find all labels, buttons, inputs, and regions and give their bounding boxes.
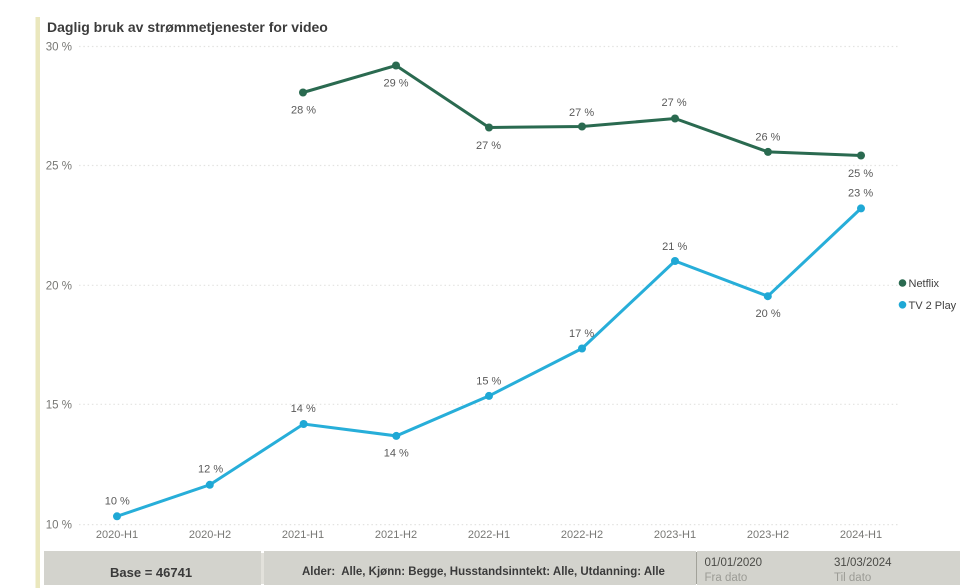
svg-text:28 %: 28 %	[291, 105, 316, 117]
svg-text:15 %: 15 %	[476, 375, 501, 387]
svg-text:23 %: 23 %	[848, 188, 873, 200]
svg-text:12 %: 12 %	[198, 464, 223, 476]
svg-text:25 %: 25 %	[46, 161, 72, 173]
svg-text:2020-H2: 2020-H2	[189, 529, 231, 541]
svg-text:10 %: 10 %	[46, 520, 72, 532]
svg-text:2024-H1: 2024-H1	[840, 529, 882, 541]
svg-text:2022-H1: 2022-H1	[468, 529, 510, 541]
svg-text:2023-H1: 2023-H1	[654, 529, 696, 541]
svg-text:14 %: 14 %	[291, 403, 316, 415]
svg-text:29 %: 29 %	[383, 77, 408, 89]
svg-text:2021-H2: 2021-H2	[375, 529, 417, 541]
svg-text:17 %: 17 %	[569, 328, 594, 340]
svg-text:30 %: 30 %	[46, 42, 72, 54]
svg-text:26 %: 26 %	[755, 131, 780, 143]
svg-text:10 %: 10 %	[105, 496, 130, 508]
svg-text:25 %: 25 %	[848, 168, 873, 180]
svg-text:2022-H2: 2022-H2	[561, 529, 603, 541]
svg-text:27 %: 27 %	[662, 97, 687, 109]
svg-text:14 %: 14 %	[384, 447, 409, 459]
svg-text:2023-H2: 2023-H2	[747, 529, 789, 541]
svg-text:20 %: 20 %	[46, 280, 72, 292]
svg-text:Netflix: Netflix	[909, 278, 940, 290]
svg-text:TV 2 Play: TV 2 Play	[909, 300, 957, 312]
svg-text:2020-H1: 2020-H1	[96, 529, 138, 541]
svg-text:15 %: 15 %	[46, 399, 72, 411]
svg-text:2021-H1: 2021-H1	[282, 529, 324, 541]
svg-text:27 %: 27 %	[476, 140, 501, 152]
svg-text:20 %: 20 %	[756, 308, 781, 320]
svg-text:27 %: 27 %	[569, 107, 594, 119]
svg-text:21 %: 21 %	[662, 241, 687, 253]
